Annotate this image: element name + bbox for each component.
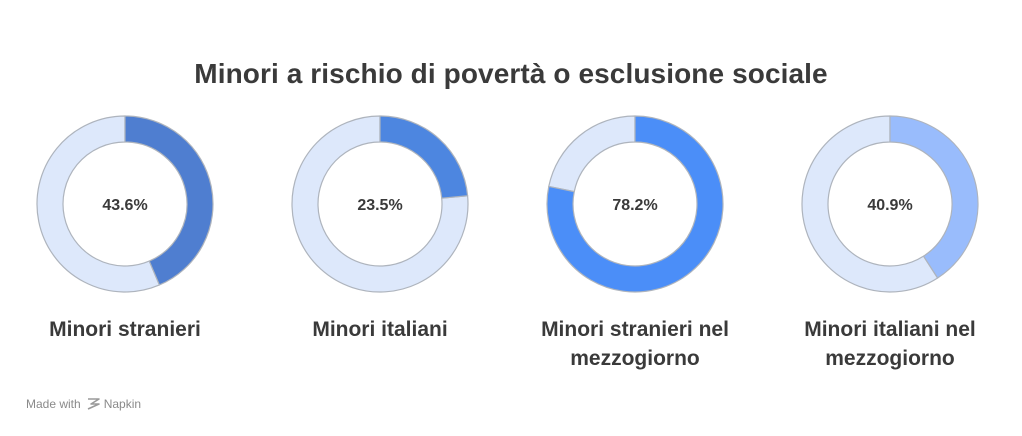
donut-remainder-slice (801, 115, 939, 293)
donut-value-label: 40.9% (867, 197, 912, 214)
chart-title: Minori a rischio di povertà o esclusione… (194, 58, 828, 89)
donut-svg: 43.6% (36, 115, 214, 293)
donut-chart-1: 43.6% Minori stranieri (0, 107, 250, 407)
donut-label-line: mezzogiorno (570, 347, 700, 370)
made-with-text: Made with (26, 397, 81, 411)
donut-svg: 40.9% (801, 115, 979, 293)
napkin-logo-icon (87, 398, 100, 410)
donut-chart-3: 78.2% Minori stranieri nel mezzogiorno (510, 107, 760, 407)
donut-label-line: Minori italiani nel (804, 318, 976, 341)
donut-value-slice (379, 115, 469, 199)
donut-svg: 78.2% (546, 115, 724, 293)
brand-text: Napkin (103, 397, 142, 411)
donut-label: Minori italiani nel mezzogiorno (765, 315, 1015, 373)
donut-label-line: mezzogiorno (825, 347, 955, 370)
donut-label-line: Minori stranieri (49, 318, 201, 341)
donut-svg: 23.5% (291, 115, 469, 293)
donut-value-label: 43.6% (102, 197, 147, 214)
donut-label: Minori stranieri nel mezzogiorno (510, 315, 760, 373)
donut-label-line: Minori italiani (312, 318, 448, 341)
donut-label-line: Minori stranieri nel (541, 318, 729, 341)
donut-chart-4: 40.9% Minori italiani nel mezzogiorno (765, 107, 1015, 407)
donut-value-label: 23.5% (357, 197, 402, 214)
donut-remainder-slice (548, 115, 636, 193)
donut-value-slice (889, 115, 979, 279)
donut-label: Minori italiani (255, 315, 505, 344)
donut-remainder-slice (291, 115, 469, 293)
donut-value-slice (546, 115, 724, 293)
donut-remainder-slice (36, 115, 161, 293)
donut-value-slice (124, 115, 214, 286)
donut-chart-2: 23.5% Minori italiani (255, 107, 505, 407)
made-with-footer: Made with Napkin (26, 397, 141, 411)
donut-label: Minori stranieri (0, 315, 250, 344)
donut-value-label: 78.2% (612, 197, 657, 214)
